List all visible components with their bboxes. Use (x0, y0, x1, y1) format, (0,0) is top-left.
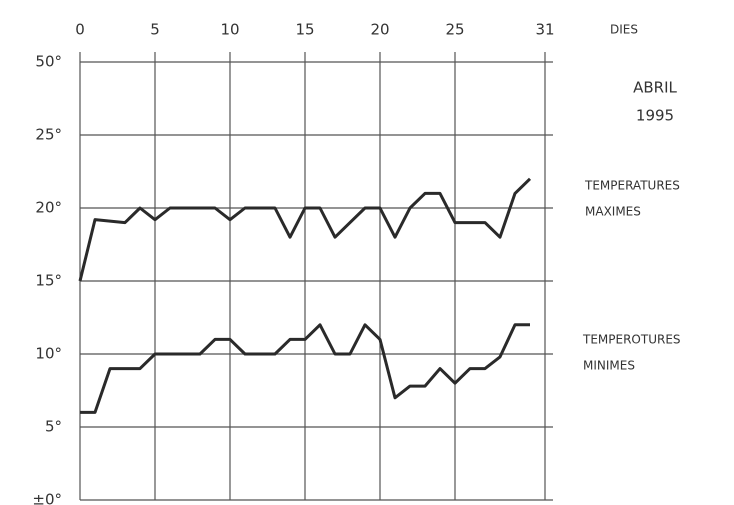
series-label: MINIMES (583, 359, 635, 373)
y-tick-label: 20° (35, 199, 62, 217)
series-line (80, 323, 530, 414)
title-line: 1995 (636, 107, 674, 125)
series-line (78, 177, 532, 282)
series-label: MAXIMES (585, 205, 641, 219)
x-tick-label: 15 (295, 21, 314, 39)
series-label: TEMPEROTURES (582, 333, 681, 347)
title-line: ABRIL (633, 79, 677, 97)
x-tick-label: 5 (150, 21, 160, 39)
y-tick-label: 50° (35, 53, 62, 71)
x-tick-label: 31 (535, 21, 554, 39)
x-tick-label: 0 (75, 21, 85, 39)
y-tick-label: 5° (45, 418, 62, 436)
series-label: TEMPERATURES (584, 179, 680, 193)
y-tick-label: 10° (35, 345, 62, 363)
x-axis-label: DIES (610, 23, 638, 37)
y-tick-label: ±0° (32, 491, 62, 505)
x-tick-label: 10 (220, 21, 239, 39)
x-tick-label: 25 (445, 21, 464, 39)
y-tick-label: 15° (35, 272, 62, 290)
y-tick-label: 25° (35, 126, 62, 144)
x-tick-label: 20 (370, 21, 389, 39)
